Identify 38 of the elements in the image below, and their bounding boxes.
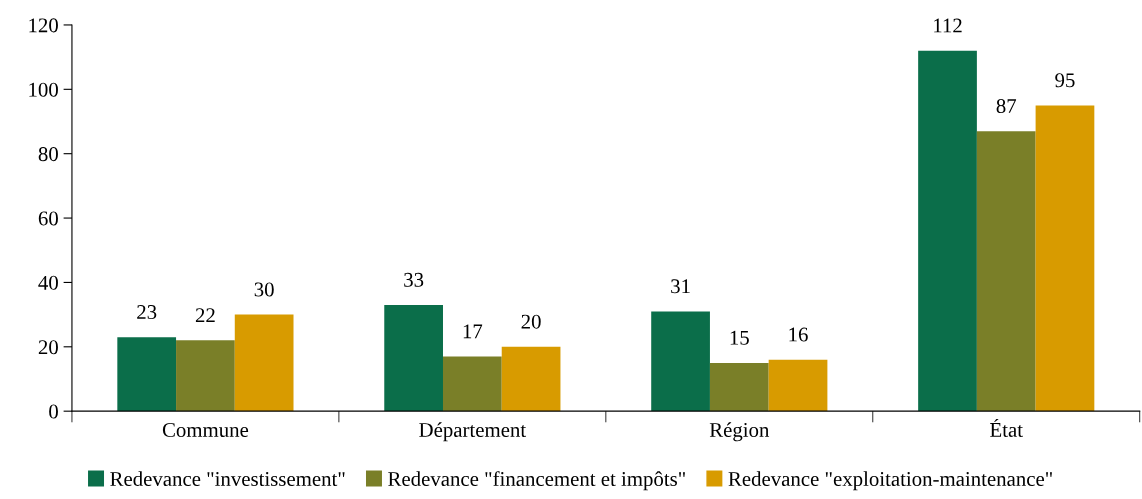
legend-label: Redevance "financement et impôts" (388, 471, 685, 491)
legend-label: Redevance "investissement" (110, 471, 345, 486)
data-label: 17 (463, 324, 483, 339)
bar (1035, 105, 1095, 412)
data-label: 22 (195, 308, 215, 323)
data-label: 31 (671, 279, 690, 294)
y-tick-label: 60 (38, 211, 58, 226)
bar (651, 311, 710, 412)
bar (768, 359, 828, 412)
bar (234, 314, 294, 412)
x-tick-label: Département (419, 422, 527, 442)
y-tick-label: 120 (29, 18, 58, 33)
y-tick-label: 40 (38, 275, 58, 290)
data-label: 23 (137, 305, 157, 320)
bar (918, 50, 977, 412)
bar (443, 356, 502, 412)
x-tick-label: Commune (162, 422, 249, 437)
data-label: 112 (934, 18, 962, 33)
bar (709, 362, 769, 412)
data-label: 30 (254, 282, 274, 297)
data-label: 20 (521, 314, 541, 329)
x-tick-label: Région (709, 422, 770, 442)
bar (176, 340, 235, 412)
y-tick-label: 100 (29, 82, 58, 97)
y-tick-label: 20 (38, 340, 58, 355)
bar (384, 304, 443, 412)
bar (976, 131, 1036, 412)
bar (501, 346, 561, 412)
y-tick-label: 0 (49, 404, 58, 419)
legend-label: Redevance "exploitation-maintenance" (728, 471, 1052, 491)
data-label: 95 (1055, 73, 1075, 88)
y-tick-label: 80 (38, 147, 58, 162)
data-label: 87 (996, 98, 1017, 114)
x-tick-label: État (990, 418, 1023, 437)
data-label: 16 (789, 327, 808, 342)
data-label: 15 (730, 330, 749, 345)
data-label: 33 (404, 272, 424, 287)
bar (117, 337, 177, 412)
